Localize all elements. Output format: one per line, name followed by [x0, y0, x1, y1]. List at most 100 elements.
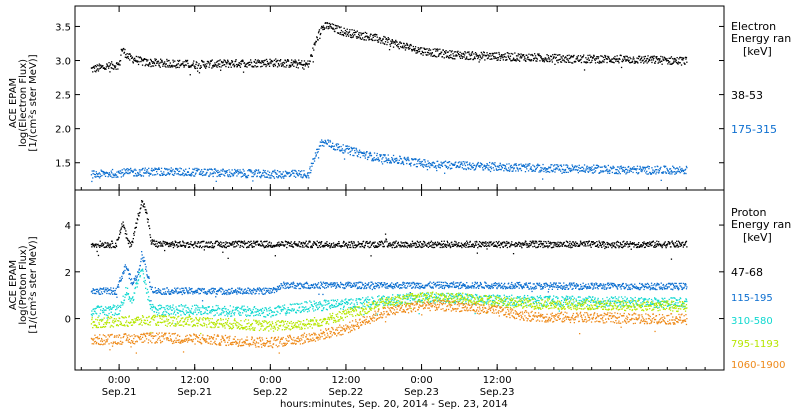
data-point [151, 167, 153, 170]
data-point [391, 246, 393, 249]
data-point [575, 58, 578, 60]
data-point [141, 64, 144, 66]
data-point [489, 242, 492, 244]
data-point [329, 282, 332, 284]
data-point [178, 60, 180, 63]
data-point [424, 48, 426, 50]
data-point [198, 242, 200, 244]
data-point [239, 291, 241, 293]
data-point [111, 293, 114, 295]
data-point [405, 158, 407, 160]
data-point [281, 244, 283, 246]
data-point [377, 284, 379, 286]
data-point [652, 169, 654, 171]
data-point [646, 242, 649, 244]
data-point [101, 66, 103, 68]
data-point [202, 64, 205, 66]
data-point [480, 165, 482, 167]
data-point [452, 58, 454, 60]
data-point [297, 175, 299, 177]
data-point [194, 241, 196, 243]
data-point [145, 211, 148, 213]
data-point [396, 282, 399, 284]
data-point [499, 246, 501, 249]
data-point [451, 241, 453, 243]
data-point [340, 149, 342, 152]
data-point [340, 26, 342, 28]
data-point [369, 246, 372, 248]
data-point [250, 170, 253, 172]
data-point [327, 28, 329, 30]
data-point [436, 169, 438, 172]
data-point [335, 285, 337, 287]
data-point [132, 241, 134, 244]
data-point [153, 239, 155, 241]
data-point [174, 172, 176, 175]
data-point [657, 165, 659, 168]
data-point [665, 165, 667, 167]
data-point [439, 48, 441, 50]
data-point [537, 53, 539, 55]
data-point [601, 166, 603, 168]
data-point [275, 245, 277, 247]
data-point [221, 242, 223, 244]
data-point [541, 57, 543, 60]
data-point [168, 242, 171, 244]
data-point [93, 292, 96, 295]
data-point [519, 245, 521, 247]
data-point [301, 170, 303, 172]
data-point [260, 62, 262, 64]
data-point [131, 170, 134, 172]
data-point [457, 243, 459, 245]
data-point [440, 244, 442, 246]
data-point [100, 169, 102, 171]
data-point [238, 288, 240, 290]
data-point [378, 245, 380, 247]
data-point [209, 174, 211, 176]
data-point [567, 58, 569, 60]
data-point [322, 245, 324, 247]
data-point [481, 243, 483, 245]
data-point [216, 175, 218, 178]
data-point [245, 291, 247, 293]
data-point [451, 50, 453, 52]
data-point [166, 242, 168, 244]
data-point [673, 167, 675, 169]
data-point [290, 62, 292, 64]
data-point [378, 39, 380, 41]
data-point [110, 170, 112, 172]
data-point [380, 155, 382, 157]
data-point [619, 58, 621, 60]
data-point [515, 242, 518, 244]
data-point [593, 243, 595, 245]
data-point [403, 282, 406, 284]
data-point [569, 169, 571, 171]
data-point [332, 28, 334, 30]
data-point [179, 288, 181, 290]
data-point [661, 56, 664, 58]
data-point [166, 287, 168, 289]
data-point [146, 218, 149, 220]
data-point [471, 54, 473, 56]
data-point [548, 242, 550, 244]
data-point [489, 58, 491, 60]
data-point [230, 243, 232, 245]
data-point [668, 171, 670, 173]
data-point [175, 64, 178, 66]
data-point [408, 45, 411, 47]
data-point [588, 168, 590, 170]
data-point [173, 170, 175, 172]
data-point [304, 286, 306, 289]
data-point [145, 209, 147, 211]
data-point [107, 243, 109, 245]
data-point [423, 286, 426, 288]
data-point [628, 245, 631, 248]
data-point [226, 245, 228, 247]
data-point [437, 284, 440, 286]
data-point [302, 244, 304, 247]
data-point [150, 240, 152, 242]
data-point [621, 247, 624, 249]
data-point [673, 57, 676, 60]
data-point [154, 168, 156, 170]
data-point [114, 66, 116, 69]
